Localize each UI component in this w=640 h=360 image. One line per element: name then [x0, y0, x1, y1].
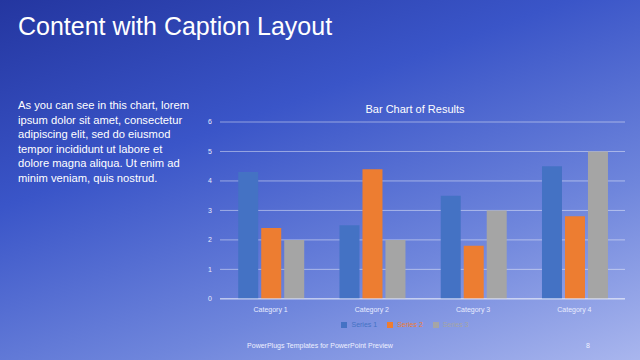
html-text:Content with Caption Layout: Content with Caption Layout [18, 12, 333, 40]
html-text:Bar Chart of Results: Bar Chart of Results [365, 103, 465, 115]
svg-text:0: 0 [208, 295, 212, 302]
svg-text:4: 4 [208, 177, 212, 184]
svg-text:Category 3: Category 3 [456, 306, 490, 314]
html-text:Series 3: Series 3 [442, 320, 469, 328]
svg-text:3: 3 [208, 207, 212, 214]
svg-text:6: 6 [208, 118, 212, 125]
html-text:PowerPlugs Templates for Power: PowerPlugs Templates for PowerPoint Prev… [247, 342, 393, 349]
svg-text:Category 2: Category 2 [355, 306, 389, 314]
svg-text:1: 1 [208, 266, 212, 273]
html-text:Series 1: Series 1 [351, 320, 378, 328]
html-text:Series 2: Series 2 [397, 320, 423, 328]
svg-text:Category 1: Category 1 [254, 306, 288, 314]
svg-text:Category 4: Category 4 [557, 306, 591, 314]
svg-text:2: 2 [208, 236, 212, 243]
svg-text:5: 5 [208, 148, 212, 155]
html-text:8: 8 [586, 342, 590, 349]
html-text:As you can see in this chart,: As you can see in this chart, lorem ipsu… [18, 99, 189, 184]
